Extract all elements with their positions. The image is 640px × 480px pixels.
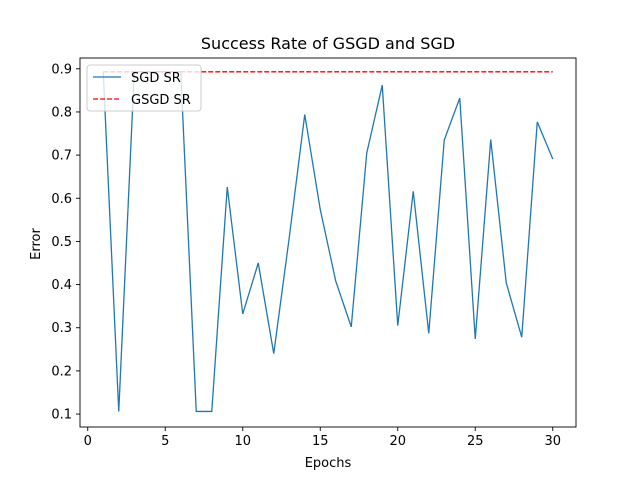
x-tick-label: 15 <box>312 434 329 449</box>
plot-frame <box>79 57 577 428</box>
x-axis-label: Epochs <box>305 456 352 471</box>
x-axis: 0 5 10 15 20 25 30 <box>84 427 561 449</box>
legend-label: GSGD SR <box>131 93 191 108</box>
y-tick-label: 0.2 <box>51 364 72 379</box>
x-tick-label: 0 <box>84 434 92 449</box>
y-axis-label: Error <box>29 228 44 260</box>
plot-area <box>79 57 577 428</box>
chart-title: Success Rate of GSGD and SGD <box>201 34 455 53</box>
y-tick-label: 0.8 <box>51 105 72 120</box>
y-tick-label: 0.3 <box>51 321 72 336</box>
x-tick-label: 5 <box>161 434 169 449</box>
y-tick-label: 0.7 <box>51 149 72 164</box>
x-tick-label: 10 <box>234 434 251 449</box>
legend: SGD SR GSGD SR <box>86 64 202 112</box>
y-tick-label: 0.5 <box>51 235 72 250</box>
y-tick-label: 0.9 <box>51 62 72 77</box>
legend-label: SGD SR <box>131 71 181 86</box>
y-tick-label: 0.4 <box>51 278 72 293</box>
x-tick-label: 20 <box>389 434 406 449</box>
y-tick-label: 0.1 <box>51 408 72 423</box>
y-tick-label: 0.6 <box>51 192 72 207</box>
x-tick-label: 25 <box>467 434 484 449</box>
x-tick-label: 30 <box>544 434 561 449</box>
series-line-sgd-sr <box>102 71 554 413</box>
y-axis: 0.1 0.2 0.3 0.4 0.5 0.6 0.7 0.8 0.9 <box>51 62 80 423</box>
